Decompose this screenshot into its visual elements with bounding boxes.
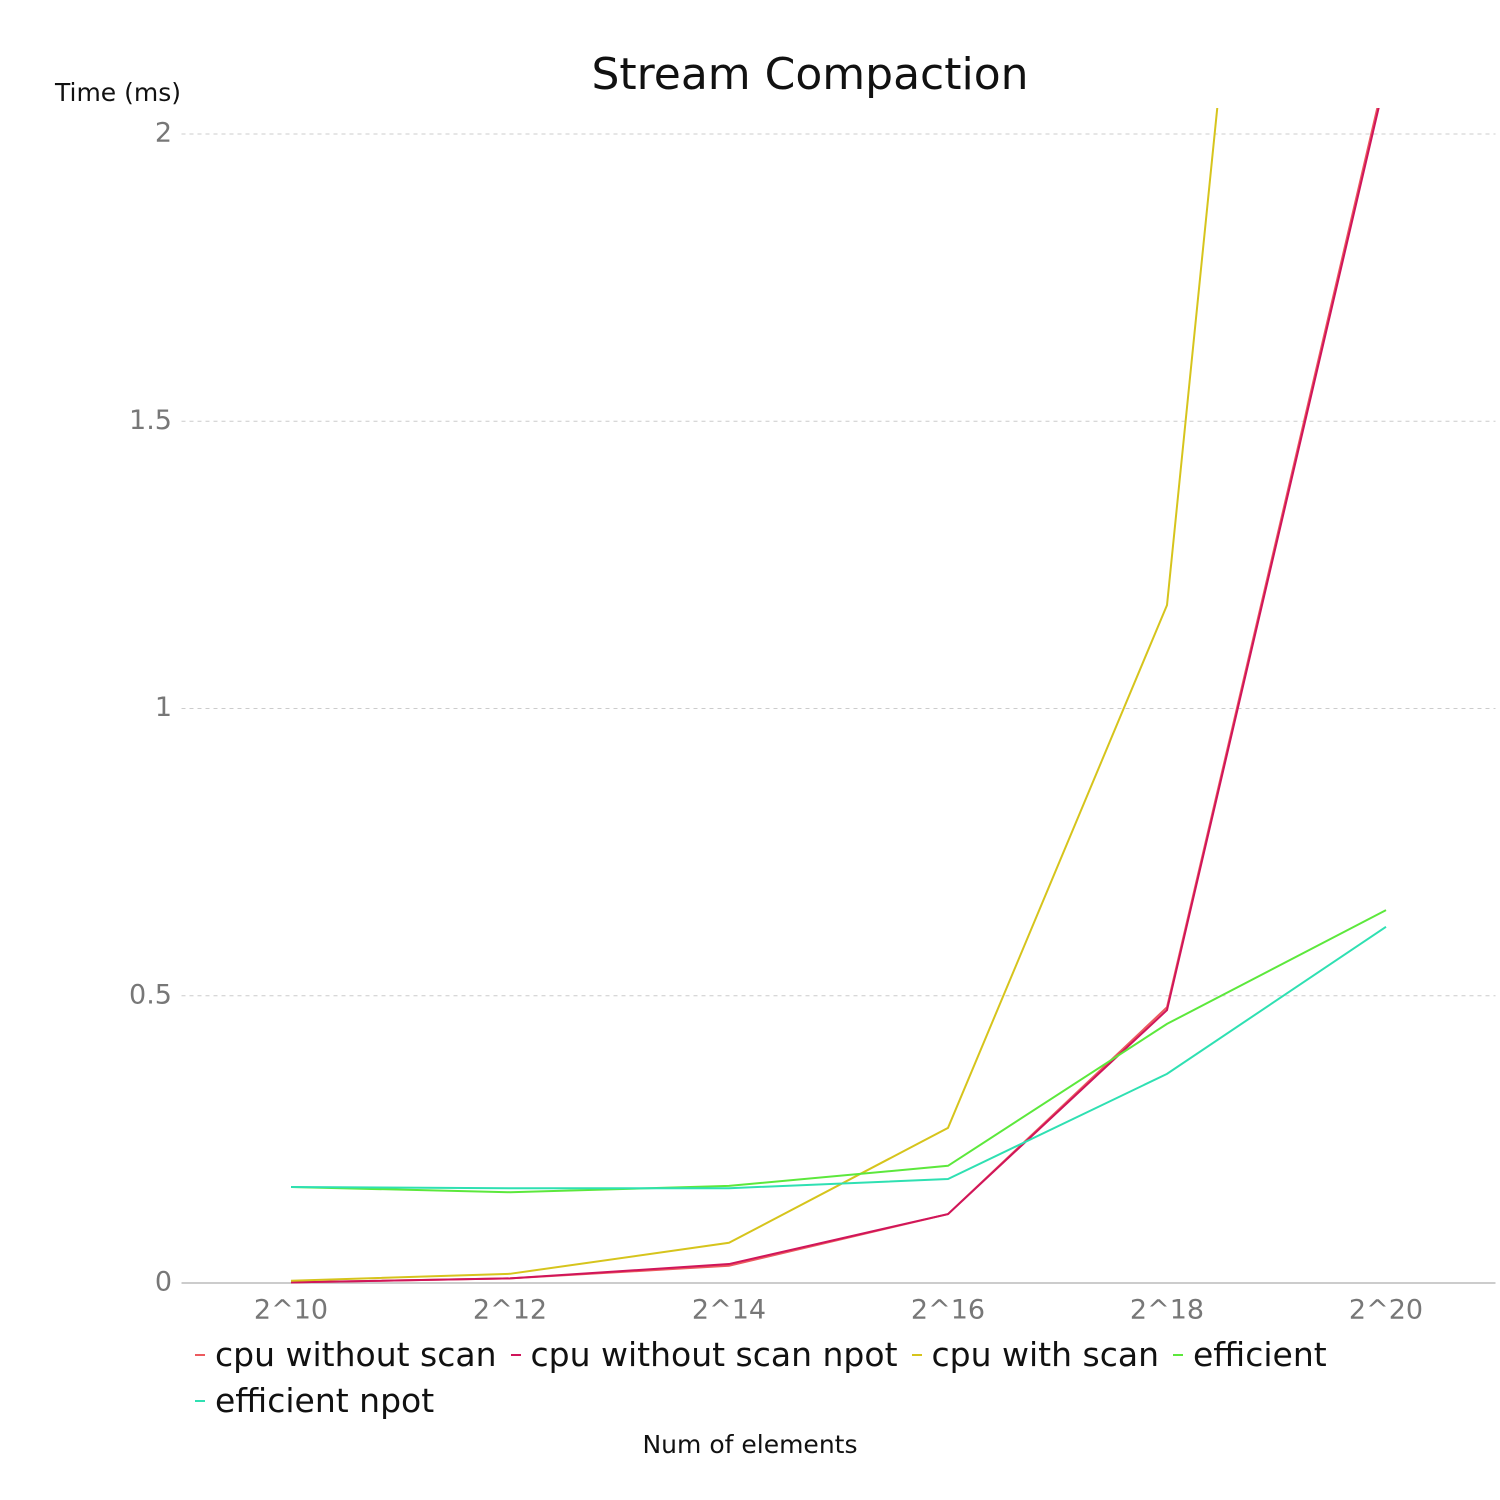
x-tick-label: 2^14	[692, 1295, 766, 1326]
series-line	[290, 925, 1387, 1190]
legend-swatch	[510, 1354, 521, 1356]
series-line	[290, 108, 1219, 1282]
y-tick-label: 0	[155, 1267, 172, 1298]
plot-area	[290, 108, 1387, 1284]
x-tick-label: 2^18	[1130, 1295, 1204, 1326]
series-line	[290, 909, 1387, 1194]
series-line	[290, 108, 1379, 1284]
y-tick-label: 1	[155, 692, 172, 723]
x-tick-label: 2^16	[911, 1295, 985, 1326]
chart-title: Stream Compaction	[591, 49, 1028, 100]
legend-item: efficient	[1173, 1332, 1327, 1378]
legend-label: cpu without scan npot	[530, 1335, 898, 1374]
legend-label: cpu without scan	[215, 1335, 497, 1374]
x-tick-label: 2^10	[254, 1295, 328, 1326]
x-axis-label: Num of elements	[642, 1430, 857, 1459]
legend-item: cpu without scan npot	[510, 1332, 898, 1378]
y-tick-label: 2	[155, 118, 172, 149]
legend-label: efficient	[1193, 1335, 1327, 1374]
legend-swatch	[1173, 1354, 1183, 1356]
grid: 0 0.5 1 1.5 2 2^10 2^12 2^14 2^16 2^18 2^20	[129, 118, 1496, 1326]
y-axis-label: Time (ms)	[54, 78, 181, 107]
legend-item: cpu without scan	[195, 1332, 497, 1378]
legend-item: efficient npot	[195, 1378, 434, 1424]
x-tick-label: 2^20	[1349, 1295, 1423, 1326]
series-line	[290, 108, 1380, 1284]
legend-item: cpu with scan	[911, 1332, 1159, 1378]
legend-label: cpu with scan	[931, 1335, 1159, 1374]
y-tick-label: 1.5	[129, 405, 172, 436]
legend: cpu without scan cpu without scan npot cpu…	[195, 1332, 1475, 1424]
y-tick-label: 0.5	[129, 979, 172, 1010]
legend-swatch	[911, 1354, 922, 1356]
x-tick-label: 2^12	[473, 1295, 547, 1326]
legend-swatch	[195, 1400, 205, 1402]
legend-label: efficient npot	[215, 1381, 435, 1420]
legend-swatch	[195, 1354, 205, 1356]
